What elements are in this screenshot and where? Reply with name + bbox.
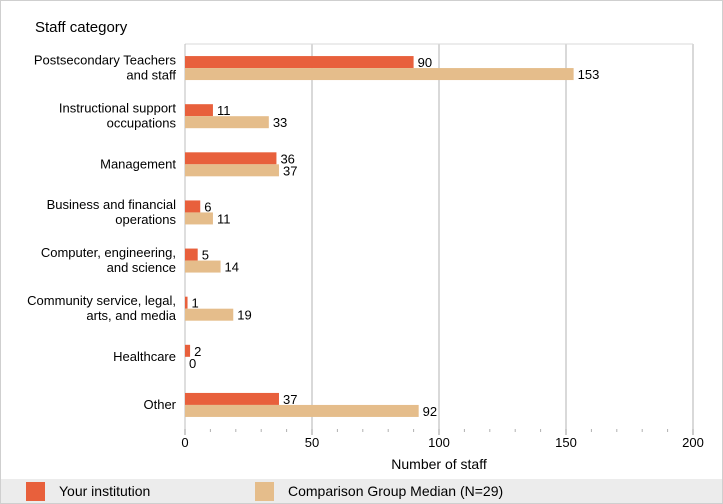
bar-s2-3	[185, 212, 213, 225]
legend-item-comparison-group: Comparison Group Median (N=29)	[255, 479, 503, 503]
x-tick-label-0: 0	[181, 435, 188, 450]
x-tick-label-200: 200	[682, 435, 704, 450]
value-label-s1-4: 5	[202, 248, 209, 263]
category-label-5: Community service, legal, arts, and media	[27, 293, 177, 323]
legend-swatch-your-institution	[26, 481, 45, 501]
bar-s1-5	[185, 296, 188, 309]
bar-s2-7	[185, 404, 419, 417]
category-label-4: Computer, engineering, and science	[41, 245, 176, 275]
bar-s1-7	[185, 392, 279, 405]
category-label-0: Postsecondary Teachers and staff	[34, 53, 177, 83]
bar-s1-1	[185, 104, 213, 117]
value-label-s2-0: 153	[578, 67, 600, 82]
legend-swatch-comparison-group	[255, 481, 274, 501]
legend-label-comparison-group: Comparison Group Median (N=29)	[288, 483, 504, 499]
bar-s1-3	[185, 200, 201, 213]
category-label-7: Other	[143, 397, 176, 412]
value-label-s2-7: 92	[423, 404, 437, 419]
value-label-s1-0: 90	[418, 55, 432, 70]
x-axis-title: Number of staff	[391, 456, 487, 472]
y-axis-title: Staff category	[35, 19, 128, 36]
value-label-s1-5: 1	[192, 296, 199, 311]
legend-item-your-institution: Your institution	[26, 479, 150, 503]
value-label-s2-4: 14	[225, 260, 239, 275]
grid-lines	[184, 44, 694, 435]
bar-s2-4	[185, 260, 221, 273]
bar-s2-1	[185, 116, 269, 129]
x-tick-labels: 0 50 100 150 200	[181, 435, 703, 450]
value-label-s2-2: 37	[283, 163, 297, 178]
value-label-s2-1: 33	[273, 115, 287, 130]
value-label-s1-3: 6	[204, 199, 211, 214]
legend-label-your-institution: Your institution	[59, 483, 151, 499]
category-labels: Postsecondary Teachers and staff Instructi…	[27, 53, 177, 412]
bar-s2-0	[185, 68, 574, 81]
bar-s1-0	[185, 56, 414, 69]
value-label-s1-7: 37	[283, 392, 297, 407]
value-label-s2-5: 19	[237, 308, 251, 323]
category-label-6: Healthcare	[113, 349, 176, 364]
category-label-3: Business and financial operations	[47, 197, 177, 227]
bar-chart: Staff category 9015311333637611514119203…	[1, 1, 722, 479]
value-label-s2-3: 11	[217, 211, 231, 226]
value-label-s2-6: 0	[189, 356, 196, 371]
legend: Your institution Comparison Group Median…	[1, 479, 722, 503]
bar-s1-6	[185, 344, 191, 357]
category-label-1: Instructional support occupations	[59, 101, 177, 131]
x-tick-label-50: 50	[305, 435, 319, 450]
value-label-s1-2: 36	[280, 151, 294, 166]
bar-s1-4	[185, 248, 198, 261]
bar-s2-5	[185, 308, 234, 321]
value-label-s1-1: 11	[217, 103, 231, 118]
x-tick-label-150: 150	[555, 435, 577, 450]
bar-s1-2	[185, 152, 277, 165]
bar-s2-2	[185, 164, 279, 177]
category-label-2: Management	[100, 156, 176, 171]
plot-background	[1, 1, 722, 479]
value-label-s1-6: 2	[194, 344, 201, 359]
x-tick-label-100: 100	[428, 435, 450, 450]
